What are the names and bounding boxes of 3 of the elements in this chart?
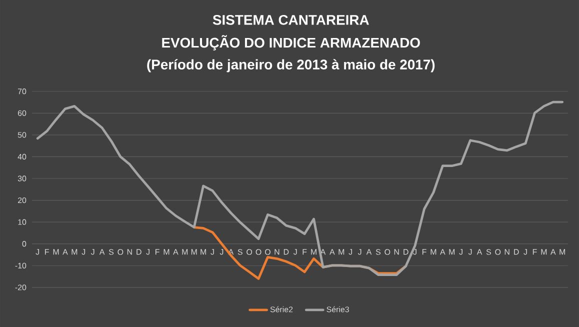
text: (Período de janeiro de 2013 à maio de 2017) — [147, 58, 435, 72]
chart-subtitle: EVOLUÇÃO DO INDICE ARMAZENADO — [162, 34, 420, 50]
chart-title: SISTEMA CANTAREIRA — [212, 14, 369, 25]
